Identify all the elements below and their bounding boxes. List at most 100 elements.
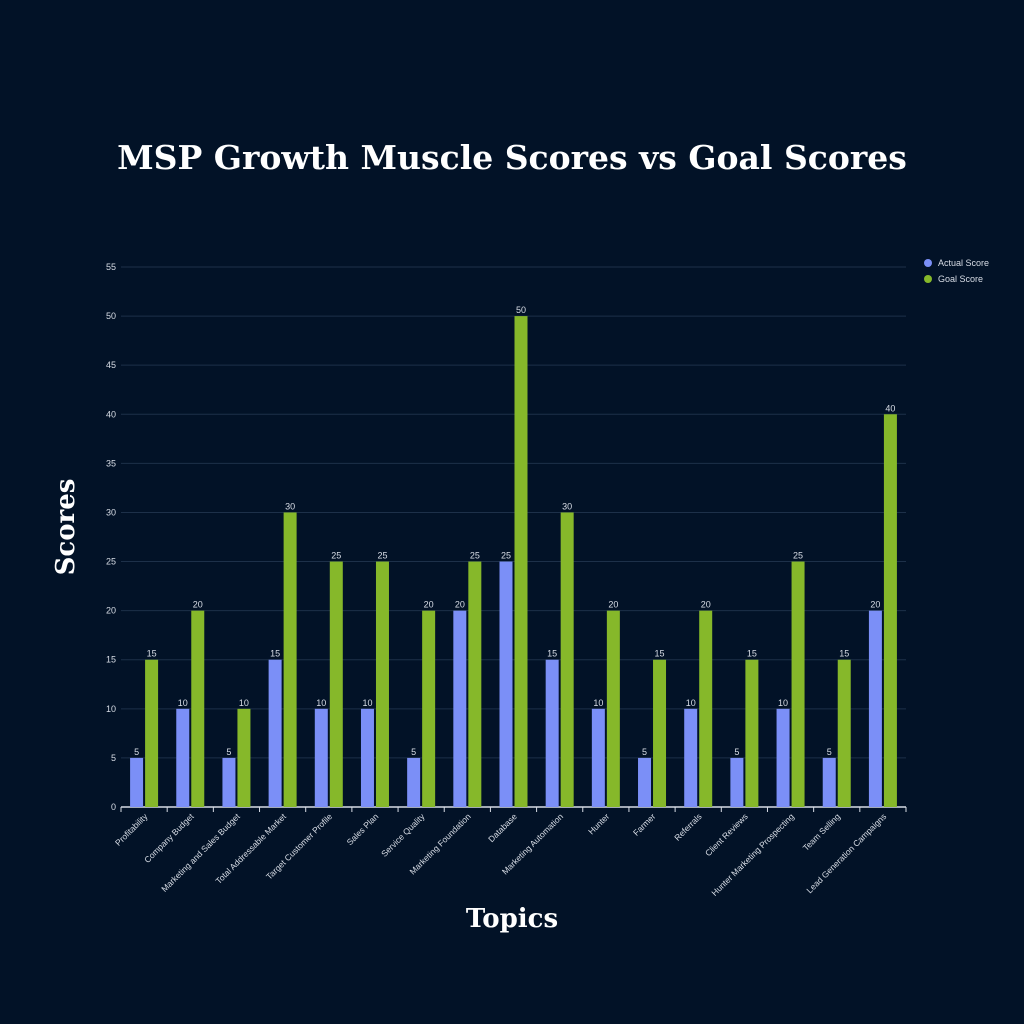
x-tick-label: Hunter Marketing Prospecting (709, 811, 796, 898)
bar-goal (191, 610, 205, 807)
data-label: 10 (686, 698, 696, 708)
bar-goal (791, 561, 805, 807)
bar-actual (360, 708, 374, 807)
data-label: 15 (655, 649, 665, 659)
bar-goal (560, 512, 574, 807)
data-label: 20 (424, 600, 434, 610)
bar-actual (684, 708, 698, 807)
y-tick-label: 10 (106, 704, 116, 714)
legend-swatch-goal (924, 274, 932, 283)
data-label: 20 (870, 600, 880, 610)
bar-actual (730, 757, 744, 807)
x-tick-label: Team Selling (801, 811, 843, 853)
data-label: 10 (316, 698, 326, 708)
y-tick-label: 50 (106, 311, 116, 321)
bar-goal (837, 659, 851, 807)
data-label: 5 (226, 747, 231, 757)
bar-actual (499, 561, 513, 807)
bar-goal (745, 659, 759, 807)
data-label: 20 (455, 600, 465, 610)
bar-actual (822, 757, 836, 807)
x-tick-label: Sales Plan (345, 811, 381, 847)
data-label: 15 (547, 649, 557, 659)
x-tick-label: Hunter (586, 811, 611, 836)
bar-actual (130, 757, 144, 807)
y-tick-label: 5 (111, 753, 116, 763)
data-label: 5 (411, 747, 416, 757)
y-tick-label: 15 (106, 655, 116, 665)
x-tick-label: Lead Generation Campaigns (804, 811, 888, 895)
y-tick-label: 55 (106, 262, 116, 272)
bar-goal (883, 414, 897, 807)
data-label: 25 (377, 551, 387, 561)
bar-actual (176, 708, 190, 807)
bar-goal (237, 708, 251, 807)
bar-goal (514, 316, 528, 807)
bar-actual (407, 757, 421, 807)
x-tick-label: Service Quality (379, 811, 427, 859)
data-label: 10 (778, 698, 788, 708)
data-label: 10 (593, 698, 603, 708)
bar-goal (145, 659, 159, 807)
bar-goal (468, 561, 482, 807)
bar-actual (268, 659, 282, 807)
data-label: 5 (734, 747, 739, 757)
y-tick-label: 20 (106, 606, 116, 616)
legend-swatch-actual (924, 258, 932, 267)
data-label: 30 (562, 501, 572, 511)
data-label: 25 (793, 551, 803, 561)
chart-title: MSP Growth Muscle Scores vs Goal Scores (117, 138, 907, 177)
bar-actual (776, 708, 790, 807)
data-label: 10 (239, 698, 249, 708)
data-label: 40 (885, 403, 895, 413)
bar-goal (699, 610, 713, 807)
bar-goal (329, 561, 343, 807)
bar-goal (375, 561, 389, 807)
data-label: 15 (747, 649, 757, 659)
data-label: 25 (501, 551, 511, 561)
bar-actual (868, 610, 882, 807)
data-label: 50 (516, 305, 526, 315)
y-tick-label: 30 (106, 507, 116, 517)
legend-label-actual: Actual Score (938, 257, 990, 268)
legend-label-goal: Goal Score (938, 273, 984, 284)
data-label: 5 (827, 747, 832, 757)
bar-goal (283, 512, 297, 807)
data-label: 30 (285, 501, 295, 511)
x-tick-label: Profitability (113, 811, 150, 848)
bar-actual (222, 757, 236, 807)
data-label: 25 (470, 551, 480, 561)
x-tick-label: Marketing and Sales Budget (159, 811, 242, 894)
data-label: 15 (270, 649, 280, 659)
x-tick-label: Farmer (631, 811, 658, 838)
data-label: 20 (701, 600, 711, 610)
y-tick-label: 45 (106, 360, 116, 370)
data-label: 5 (134, 747, 139, 757)
data-label: 15 (839, 649, 849, 659)
data-label: 20 (608, 600, 618, 610)
bar-actual (591, 708, 605, 807)
data-label: 10 (178, 698, 188, 708)
data-label: 15 (147, 649, 157, 659)
bar-goal (653, 659, 667, 807)
y-tick-label: 35 (106, 458, 116, 468)
x-tick-label: Referrals (672, 811, 703, 842)
x-axis-title: Topics (465, 904, 559, 934)
x-tick-label: Database (486, 811, 519, 844)
bar-actual (545, 659, 559, 807)
y-tick-label: 25 (106, 557, 116, 567)
data-label: 25 (331, 551, 341, 561)
data-label: 10 (362, 698, 372, 708)
data-label: 5 (642, 747, 647, 757)
x-tick-label: Client Reviews (703, 811, 750, 858)
legend-item-actual[interactable]: Actual Score (924, 255, 989, 270)
bar-goal (606, 610, 620, 807)
legend-item-goal[interactable]: Goal Score (924, 271, 989, 286)
bar-actual (638, 757, 652, 807)
data-label: 20 (193, 600, 203, 610)
bar-goal (422, 610, 436, 807)
legend: Actual Score Goal Score (924, 255, 989, 287)
y-tick-label: 0 (111, 802, 116, 812)
